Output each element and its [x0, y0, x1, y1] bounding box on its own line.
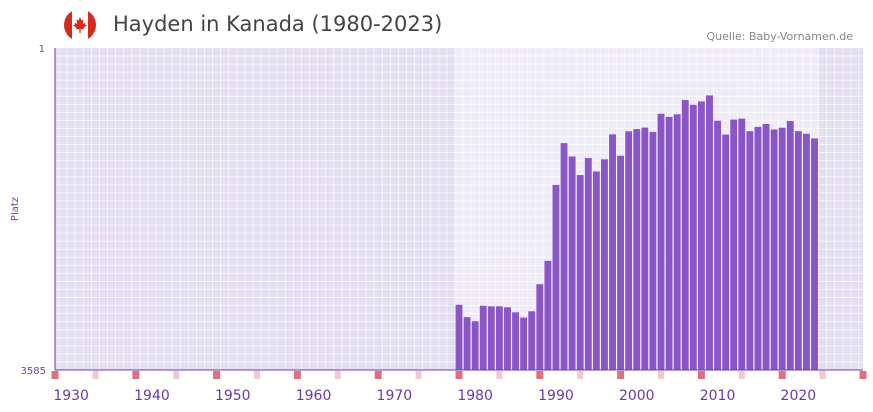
bar — [738, 118, 746, 370]
bar — [625, 131, 633, 370]
x-tick-marker-minor — [173, 371, 180, 379]
bar — [455, 304, 463, 370]
bar — [560, 143, 568, 370]
bar — [641, 127, 649, 370]
x-tick-marker-minor — [254, 371, 260, 379]
bar — [504, 307, 511, 370]
x-tick-marker-major — [778, 371, 786, 379]
bar — [552, 184, 560, 370]
x-tick-marker-minor — [415, 371, 422, 379]
bar — [520, 317, 528, 370]
x-tick-marker-minor — [334, 371, 341, 379]
x-tick-label: 2010 — [700, 388, 736, 404]
canada-flag-icon — [64, 9, 96, 41]
bar — [778, 127, 786, 370]
bar — [657, 113, 665, 370]
bar — [697, 101, 705, 370]
x-tick-label: 1980 — [457, 388, 493, 404]
x-tick-marker-minor — [819, 371, 826, 379]
bar — [487, 306, 495, 370]
bar — [754, 126, 762, 370]
x-axis-ticks: 1930 1940 1950 1960 1970 1980 1990 2000 2010 2020 — [51, 371, 867, 404]
bar — [617, 155, 625, 370]
bar — [495, 306, 503, 370]
bar — [730, 119, 738, 370]
x-tick-label: 1940 — [134, 388, 170, 404]
x-tick-marker-major — [132, 371, 140, 379]
bar — [536, 284, 544, 370]
bar — [681, 100, 689, 370]
bar — [722, 134, 730, 370]
bar — [528, 311, 536, 370]
bar — [609, 134, 616, 370]
bar — [568, 156, 576, 370]
bar — [786, 120, 794, 370]
bar — [689, 104, 697, 370]
x-tick-marker-major — [213, 371, 221, 379]
bar — [471, 321, 479, 370]
bar — [706, 95, 713, 370]
x-tick-marker-minor — [738, 371, 745, 379]
x-tick-marker-minor — [658, 371, 664, 379]
x-tick-marker-major — [374, 371, 382, 379]
y-tick-label-bottom: 3585 — [21, 366, 46, 377]
chart-header: Hayden in Kanada (1980-2023) Quelle: Bab… — [0, 0, 873, 48]
bar — [811, 138, 818, 370]
x-tick-label: 1960 — [296, 388, 332, 404]
bar — [576, 175, 584, 370]
bar — [649, 131, 657, 370]
x-tick-marker-minor — [496, 371, 503, 379]
bar — [512, 312, 519, 370]
x-tick-marker-major — [536, 371, 544, 379]
axes — [54, 48, 863, 371]
bar — [746, 131, 754, 370]
x-tick-marker-major — [617, 371, 625, 379]
bar — [665, 116, 673, 370]
x-tick-label: 1970 — [377, 388, 413, 404]
bar — [762, 124, 770, 370]
bar — [479, 305, 487, 370]
x-tick-label: 1990 — [538, 388, 574, 404]
x-tick-label: 1930 — [53, 388, 89, 404]
bar-series — [455, 95, 818, 370]
bar — [794, 131, 802, 370]
x-tick-marker-major — [51, 371, 59, 379]
bar — [601, 159, 608, 370]
x-tick-label: 1950 — [215, 388, 251, 404]
y-axis-label: Platz — [10, 197, 21, 221]
x-tick-marker-major — [455, 371, 463, 379]
x-tick-label: 2020 — [781, 388, 817, 404]
bar — [584, 158, 592, 370]
x-tick-marker-major — [293, 371, 301, 379]
x-tick-marker-major — [859, 371, 867, 379]
chart-title: Hayden in Kanada (1980-2023) — [113, 12, 443, 36]
y-tick-label-top: 1 — [39, 44, 45, 55]
bar — [544, 260, 552, 370]
source-credit: Quelle: Baby-Vornamen.de — [706, 30, 853, 43]
x-tick-marker-minor — [577, 371, 584, 379]
x-tick-marker-minor — [92, 371, 99, 379]
x-tick-label: 2000 — [619, 388, 655, 404]
x-tick-marker-major — [697, 371, 705, 379]
bar — [714, 120, 721, 370]
bar — [803, 133, 810, 370]
bar — [633, 129, 641, 370]
bar — [463, 317, 471, 370]
bar — [592, 171, 600, 370]
bar — [673, 114, 681, 370]
bar — [770, 129, 778, 370]
